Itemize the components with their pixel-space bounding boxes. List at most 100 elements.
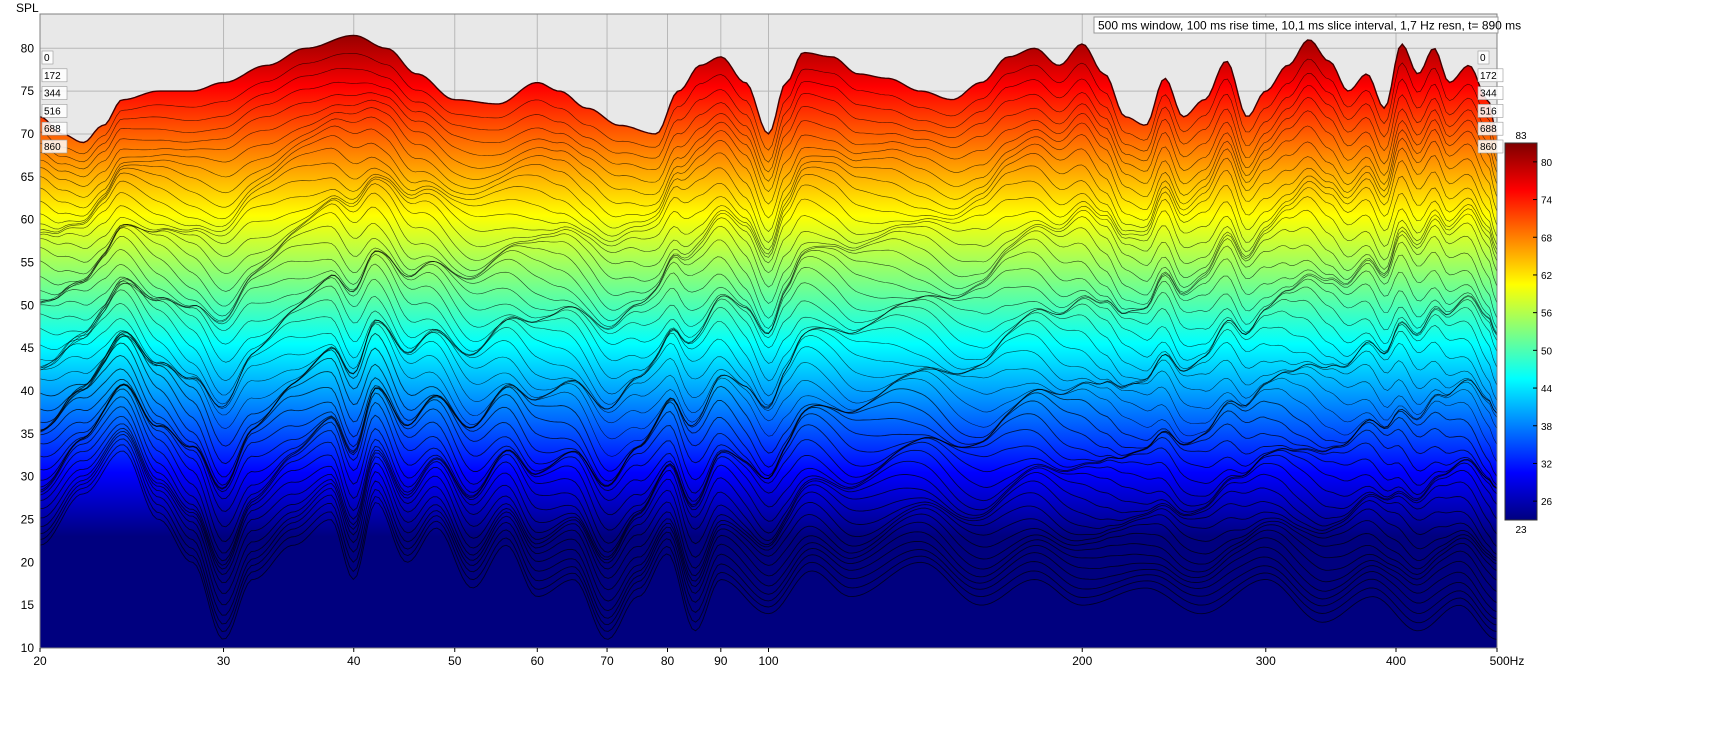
y-tick-label: 70 [21,127,35,141]
colorbar-min-label: 23 [1515,525,1527,536]
slice-labels-right: 0 172 344 516 688 860 [1477,50,1504,154]
info-box: 500 ms window, 100 ms rise time, 10,1 ms… [1093,16,1521,34]
y-tick-label: 40 [21,384,35,398]
slice-line [40,92,1497,185]
slice-line [40,415,1497,581]
slice-label: 344 [44,89,61,100]
x-tick-label: 500Hz [1490,654,1525,668]
slice-line [40,319,1497,445]
x-tick-label: 300 [1256,654,1276,668]
slice-line [40,280,1497,414]
slice-line [40,423,1497,593]
slice-line [40,135,1497,246]
slice-line [40,253,1497,386]
slice-label-box [41,50,54,65]
x-tick-label: 200 [1072,654,1092,668]
slice-line [40,396,1497,566]
slice-label-box [41,104,68,118]
slice-line [40,450,1497,640]
y-tick-label: 35 [21,427,35,441]
slice-label-box [41,86,68,100]
slice-line [40,53,1497,155]
slice-line [40,430,1497,613]
y-tick-label: 75 [21,84,35,98]
slice-line [40,433,1497,620]
y-tick-label: 10 [21,641,35,655]
slice-line [40,176,1497,272]
slice-label-box [1477,86,1504,100]
x-tick-label: 90 [714,654,728,668]
info-box-frame [1093,16,1499,34]
colorbar-tick-label: 38 [1541,422,1553,433]
slice-label: 688 [44,124,61,135]
waterfall-surface [40,35,1497,648]
colorbar: 26 32 38 44 50 56 62 68 74 80 83 23 [1504,131,1553,536]
slice-line [40,212,1497,334]
waterfall-slices [40,34,1497,640]
slice-label: 516 [44,106,61,117]
y-tick-label: 65 [21,170,35,184]
y-axis: SPL 10 15 20 25 30 35 40 45 50 55 60 65 70 75 80 [16,1,39,655]
slice-line [40,81,1497,174]
slice-line [40,383,1497,535]
slice-line [40,383,1497,555]
slice-line [40,427,1497,604]
y-tick-label: 45 [21,341,35,355]
slice-line [40,192,1497,319]
slice-line [40,289,1497,414]
slice-label: 860 [44,142,61,153]
slice-label: 344 [1480,89,1497,100]
slice-line [40,147,1497,251]
slice-label: 0 [44,53,50,64]
slice-label: 516 [1480,106,1497,117]
x-tick-label: 30 [217,654,231,668]
x-tick-label: 70 [600,654,614,668]
slice-line [40,384,1497,548]
y-tick-label: 30 [21,470,35,484]
colorbar-tick-label: 80 [1541,158,1553,169]
y-axis-label: SPL [16,1,39,15]
slice-line [40,162,1497,255]
slice-label-box [41,139,68,154]
colorbar-tick-label: 44 [1541,384,1553,395]
slice-label-box [41,121,68,136]
colorbar-gradient [1504,142,1538,521]
slice-line [40,438,1497,626]
slice-line [40,384,1497,559]
colorbar-tick-label: 68 [1541,233,1553,244]
slice-label-box [1477,50,1490,65]
x-tick-label: 50 [448,654,462,668]
y-tick-label: 20 [21,555,35,569]
x-tick-label: 400 [1386,654,1406,668]
x-tick-label: 40 [347,654,361,668]
x-tick-label: 80 [661,654,675,668]
slice-line [40,116,1497,226]
slice-line [40,330,1497,489]
colorbar-tick-label: 50 [1541,346,1553,357]
slice-line [40,263,1497,401]
x-tick-label: 100 [758,654,778,668]
colorbar-tick-label: 74 [1541,196,1553,207]
slice-line [40,183,1497,304]
slice-labels-left: 0 172 344 516 688 860 [41,50,68,154]
y-tick-label: 55 [21,255,35,269]
slice-label: 0 [1480,53,1486,64]
slice-line [40,173,1497,262]
info-text: 500 ms window, 100 ms rise time, 10,1 ms… [1098,19,1521,33]
slice-line [40,250,1497,352]
y-tick-label: 25 [21,512,35,526]
slice-label-box [1477,104,1504,118]
slice-line [40,125,1497,238]
slice-line [40,318,1497,429]
y-tick-label: 50 [21,298,35,312]
slice-label: 172 [1480,71,1497,82]
slice-line [40,444,1497,633]
colorbar-tick-label: 32 [1541,459,1553,470]
slice-line [40,406,1497,572]
slice-line [40,388,1497,562]
slice-label: 860 [1480,142,1497,153]
colorbar-tick-label: 56 [1541,309,1553,320]
slice-line [40,178,1497,287]
x-tick-label: 20 [33,654,47,668]
